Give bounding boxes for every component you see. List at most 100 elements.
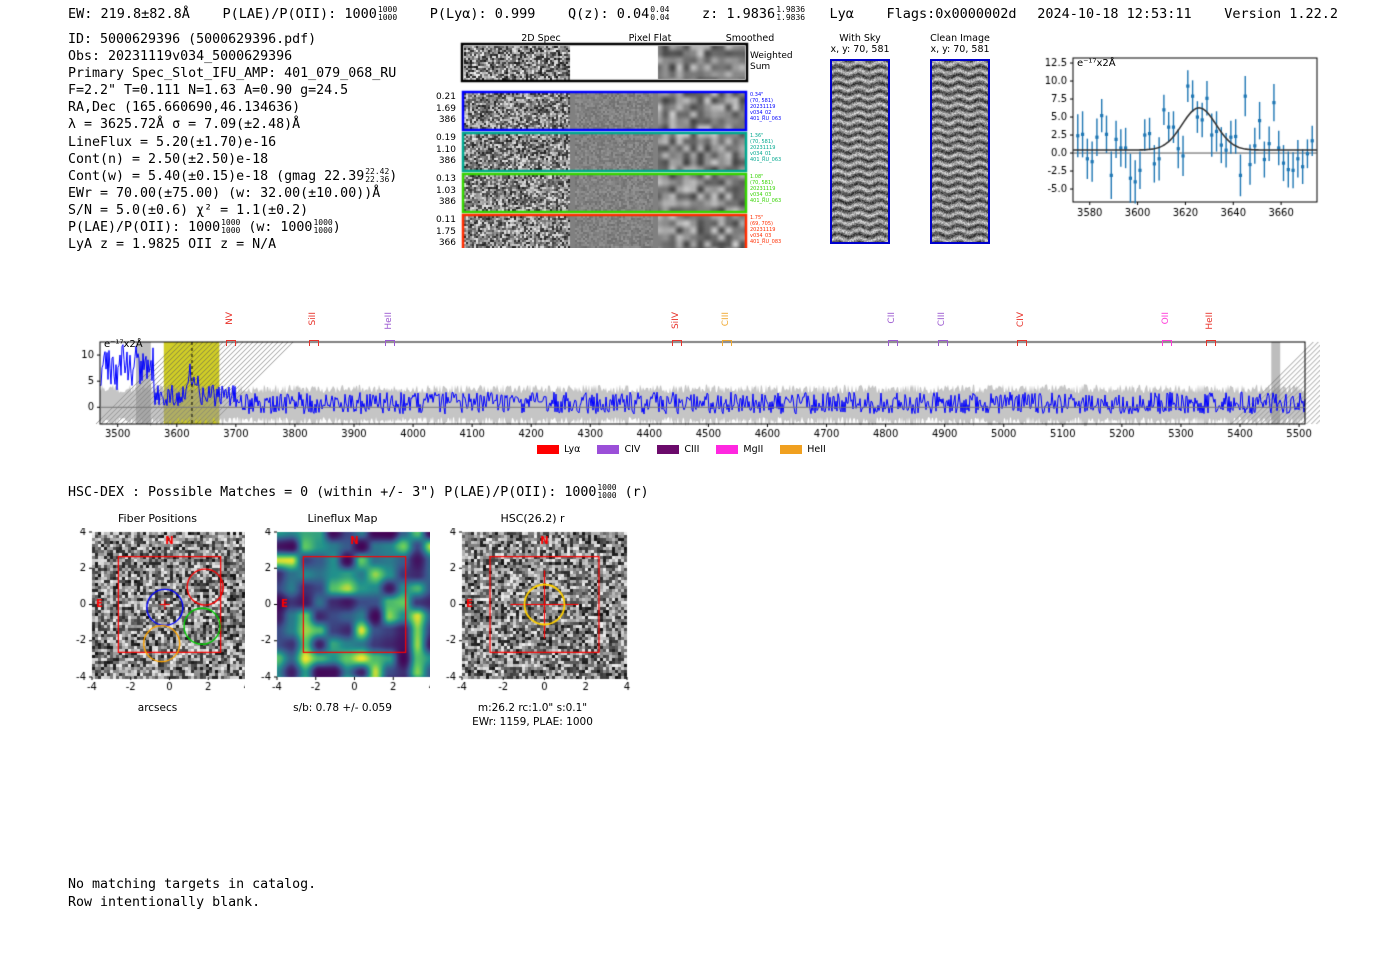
panel-hsc-r-xlabel2: EWr: 1159, PLAE: 1000 — [472, 716, 593, 728]
fiber-values-1: 0.19 1.10 386 — [435, 133, 456, 167]
full-spectrum-canvas — [60, 312, 1320, 452]
cutout-with-sky-title: With Sky — [839, 33, 881, 44]
header-plae-label: P(LAE)/P(OII): 1000 — [222, 6, 377, 22]
emission-line-bracket-8 — [1162, 340, 1173, 346]
fiber-values-3: 0.11 1.75 366 — [435, 215, 456, 249]
header-line-name: Lyα — [829, 6, 854, 22]
info-redshifts: LyA z = 1.9825 OII z = N/A — [68, 237, 277, 253]
emission-line-label-heii-9: HeII — [1205, 312, 1216, 330]
emission-line-bracket-7 — [1017, 340, 1028, 346]
fiber-positions-canvas — [60, 528, 255, 703]
cutout-clean-subtitle: x, y: 70, 581 — [930, 44, 990, 55]
header-ew: EW: 219.8±82.8Å — [68, 6, 190, 22]
full-spectrum-units-annotation: e⁻¹⁷x2Å — [104, 339, 143, 350]
info-obs: Obs: 20231119v034_5000629396 — [68, 49, 293, 65]
info-plae-fraction-2: 1000 1000 — [313, 218, 333, 236]
info-plae-poii: P(LAE)/P(OII): 10001000 1000 (w: 10001000… — [68, 218, 341, 236]
header-timestamp-block: 2024-10-18 12:53:11 Version 1.22.2 — [1037, 6, 1338, 22]
legend-swatch-3 — [716, 445, 739, 454]
emission-line-bracket-6 — [937, 340, 948, 346]
lineflux-map-canvas — [245, 528, 440, 703]
legend-label-3: MgII — [743, 444, 764, 455]
emission-line-bracket-9 — [1206, 340, 1217, 346]
hsc-plae-fraction: 1000 1000 — [597, 483, 617, 500]
emission-line-bracket-4 — [722, 340, 733, 346]
info-plae-fraction-1: 1000 1000 — [221, 218, 241, 236]
emission-line-bracket-5 — [887, 340, 898, 346]
hsc-dex-headline: HSC-DEX : Possible Matches = 0 (within +… — [68, 483, 649, 501]
cutout-with-sky: With Sky x, y: 70, 581 — [815, 33, 905, 244]
emission-line-label-ciii-4: CIII — [721, 312, 732, 327]
info-primary-spec: Primary Spec_Slot_IFU_AMP: 401_079_068_R… — [68, 66, 397, 82]
emission-line-bracket-0 — [225, 340, 236, 346]
footer-message: No matching targets in catalog. Row inte… — [68, 876, 316, 911]
cutout-clean-title: Clean Image — [930, 33, 990, 44]
fiber-values-2: 0.13 1.03 386 — [435, 174, 456, 208]
emission-line-labels: NV SiII HeII SiIV CIII CII CIII CIV OII HeII — [60, 312, 1320, 357]
header-plae-fraction: 1000 1000 — [377, 5, 398, 22]
panel-lineflux-map: Lineflux Map s/b: 0.78 +/- 0.059 — [245, 512, 440, 714]
legend-item-mgii: MgII — [716, 444, 763, 455]
fiber-metadata-0: 0.34" (70, 581) 20231119 v034_02 401_RU_063 — [750, 92, 782, 123]
info-id: ID: 5000629396 (5000629396.pdf) — [68, 32, 317, 47]
fiber-values-0: 0.21 1.69 386 — [435, 92, 456, 126]
fiber-metadata-2: 1.08" (70, 581) 20231119 v034_03 401_RU_063 — [750, 174, 782, 205]
fiber-metadata-3: 1.75" (69, 705) 20231119 v034_03 401_RU_083 — [750, 215, 782, 246]
full-spectrum-plot: e⁻¹⁷x2Å NV SiII HeII SiIV CIII CII CIII CIV OII H… — [60, 312, 1320, 472]
panel-lineflux-map-xlabel: s/b: 0.78 +/- 0.059 — [293, 702, 392, 714]
line-fit-plot: e⁻¹⁷x2Å — [1025, 50, 1325, 245]
header-version: Version 1.22.2 — [1224, 6, 1338, 22]
emission-line-label-siiv-3: SiIV — [670, 312, 681, 330]
line-fit-canvas — [1025, 50, 1325, 245]
hsc-panels-row: Fiber Positions arcsecs Lineflux Map s/b… — [60, 512, 660, 728]
legend-swatch-0 — [537, 445, 560, 454]
info-lineflux: LineFlux = 5.20(±1.70)e-16 — [68, 134, 277, 150]
info-continuum-narrow: Cont(n) = 2.50(±2.50)e-18 — [68, 151, 269, 167]
emission-line-bracket-3 — [671, 340, 682, 346]
panel-hsc-r-title: HSC(26.2) r — [500, 512, 565, 525]
header-plya: P(Lyα): 0.999 — [429, 6, 536, 22]
legend-label-0: Lyα — [564, 444, 581, 455]
legend-swatch-2 — [657, 445, 680, 454]
two-d-spectra-panel: 2D Spec Pixel Flat Smoothed WeightedSum … — [436, 33, 810, 248]
emission-line-label-oii-8: OII — [1161, 312, 1172, 325]
footer-line-2: Row intentionally blank. — [68, 894, 261, 910]
hsc-r-canvas — [430, 528, 635, 703]
info-wavelength: λ = 3625.72Å σ = 7.09(±2.48)Å — [68, 117, 301, 133]
legend-item-civ: CIV — [597, 444, 640, 455]
header-qz-label: Q(z): 0.04 — [567, 6, 650, 22]
panel-fiber-positions-xlabel: arcsecs — [137, 702, 178, 714]
emission-line-label-siii-1: SiII — [307, 312, 318, 326]
cutout-with-sky-image — [830, 59, 890, 244]
emission-line-label-ciii-6: CIII — [936, 312, 947, 327]
panel-hsc-r-xlabel: m:26.2 rc:1.0" s:0.1" — [477, 702, 588, 714]
panel-hsc-r: HSC(26.2) r m:26.2 rc:1.0" s:0.1" EWr: 1… — [430, 512, 635, 728]
legend-label-1: CIV — [624, 444, 641, 455]
info-sn-chi2: S/N = 5.0(±0.6) χ² = 1.1(±0.2) — [68, 202, 309, 218]
info-gmag-fraction: 22.42 22.36 — [365, 166, 390, 184]
panel-fiber-positions: Fiber Positions arcsecs — [60, 512, 255, 714]
panel-lineflux-map-title: Lineflux Map — [307, 512, 378, 525]
emission-line-label-heii-2: HeII — [384, 312, 395, 330]
emission-line-label-nv-0: NV — [224, 312, 235, 325]
emission-line-bracket-1 — [308, 340, 319, 346]
legend-swatch-4 — [780, 445, 803, 454]
emission-line-label-cii-5: CII — [886, 312, 897, 324]
header-datetime: 2024-10-18 12:53:11 — [1037, 6, 1192, 22]
emission-line-bracket-2 — [385, 340, 396, 346]
spec2d-image-canvas — [440, 33, 810, 248]
footer-line-1: No matching targets in catalog. — [68, 877, 317, 892]
legend-item-heii: HeII — [780, 444, 826, 455]
info-seeing: F=2.2" T=0.111 N=1.63 A=0.90 g=24.5 — [68, 83, 349, 99]
legend-item-ciii: CIII — [657, 444, 699, 455]
header-redshift-label: z: 1.9836 — [702, 6, 776, 22]
info-ewr: EWr = 70.00(±75.00) (w: 32.00(±10.00))Å — [68, 185, 381, 201]
fiber-metadata-1: 1.36" (70, 581) 20231119 v034_01 401_RU_063 — [750, 133, 782, 164]
header-flags: Flags:0x0000002d — [886, 6, 1017, 22]
legend-item-lyα: Lyα — [537, 444, 580, 455]
header-redshift-fraction: 1.9836 1.9836 — [776, 5, 806, 22]
emission-line-label-civ-7: CIV — [1016, 312, 1027, 328]
source-info-block: ID: 5000629396 (5000629396.pdf) Obs: 202… — [68, 31, 397, 253]
cutout-clean-image — [930, 59, 990, 244]
legend-swatch-1 — [597, 445, 620, 454]
